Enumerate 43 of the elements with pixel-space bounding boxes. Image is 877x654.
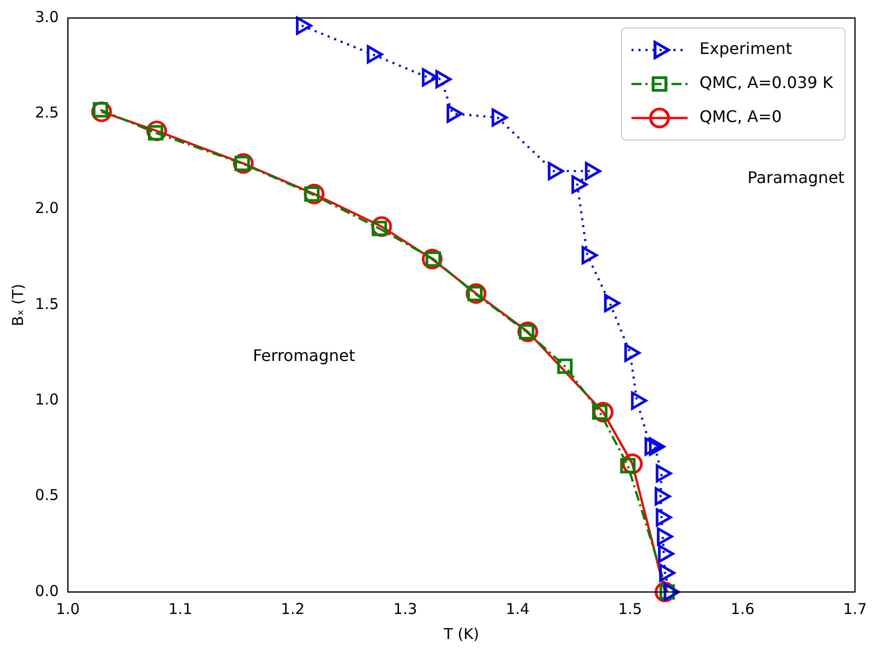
point <box>492 108 508 127</box>
point <box>584 162 602 180</box>
point <box>649 437 666 456</box>
point <box>435 70 452 88</box>
point <box>604 294 620 312</box>
legend-label: QMC, A=0 <box>700 107 782 126</box>
point <box>446 104 463 123</box>
point <box>571 175 588 194</box>
point <box>656 464 672 482</box>
point <box>644 437 661 456</box>
y-tick-label: 0.5 <box>34 486 59 504</box>
y-tick-label: 3.0 <box>34 8 59 26</box>
point <box>654 487 671 506</box>
y-tick-label: 1.5 <box>34 294 59 313</box>
x-tick-label: 1.1 <box>168 600 192 618</box>
point <box>624 344 640 362</box>
y-tick-label: 1.0 <box>34 390 59 409</box>
y-tick-label: 0.0 <box>34 582 59 600</box>
x-tick-label: 1.4 <box>506 600 530 618</box>
x-tick-label: 1.6 <box>730 600 754 618</box>
point <box>366 45 383 64</box>
y-axis-title: Bₓ (T) <box>8 284 27 326</box>
point <box>658 544 674 563</box>
legend-label: QMC, A=0.039 K <box>700 73 834 92</box>
x-tick-label: 1.3 <box>393 600 418 618</box>
annotation: Ferromagnet <box>252 346 356 365</box>
point <box>631 392 648 410</box>
legend-label: Experiment <box>700 39 792 58</box>
y-tick-label: 2.0 <box>34 199 59 218</box>
point <box>659 564 676 582</box>
y-tick-label: 2.5 <box>34 104 59 122</box>
point <box>664 582 680 602</box>
x-tick-label: 1.5 <box>618 600 642 618</box>
x-tick-label: 1.0 <box>56 600 80 618</box>
annotation: Paramagnet <box>748 168 844 187</box>
point <box>582 246 598 264</box>
x-axis-title: T (K) <box>442 624 480 643</box>
point <box>548 162 564 180</box>
point <box>656 508 672 526</box>
point <box>656 527 674 546</box>
point <box>422 68 438 86</box>
x-tick-label: 1.2 <box>280 600 305 618</box>
x-tick-label: 1.7 <box>843 600 867 618</box>
